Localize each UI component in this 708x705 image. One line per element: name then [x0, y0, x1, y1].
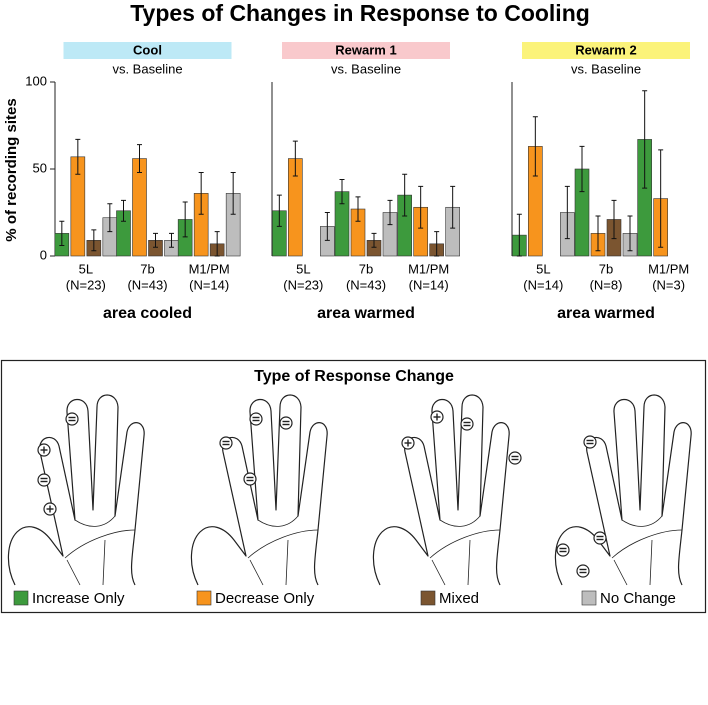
legend-swatch [420, 590, 436, 606]
sample-size: (N=3) [652, 277, 685, 292]
y-axis-label: % of recording sites [3, 98, 20, 241]
panel-banner [63, 42, 232, 59]
x-tick-label: 5L [296, 261, 310, 276]
error-bar [91, 229, 97, 252]
panel-title: Cool [133, 42, 162, 57]
sample-size: (N=14) [189, 277, 229, 292]
error-bar [355, 196, 361, 222]
error-bar [324, 212, 330, 241]
error-bar [611, 199, 617, 240]
legend-label: Decrease Only [215, 590, 315, 607]
error-bar [169, 232, 174, 248]
error-bar [107, 203, 113, 233]
x-tick-label: 7b [599, 261, 613, 276]
error-bar [564, 185, 570, 240]
x-tick-label: M1/PM [408, 261, 449, 276]
error-bar [434, 231, 440, 257]
error-bar [75, 138, 81, 175]
error-bar [387, 199, 393, 226]
sample-size: (N=14) [409, 277, 449, 292]
legend-box [0, 359, 707, 614]
error-bar [658, 149, 664, 248]
sample-size: (N=23) [283, 277, 323, 292]
x-axis-label: area warmed [317, 305, 415, 322]
panel-title: Rewarm 1 [335, 42, 396, 57]
error-bar [339, 178, 345, 205]
error-bar [153, 232, 158, 248]
error-bar [182, 201, 188, 238]
error-bar [230, 171, 236, 215]
legend-label: Mixed [439, 590, 479, 607]
panel-subtitle: vs. Baseline [331, 61, 401, 76]
sample-size: (N=8) [590, 277, 623, 292]
sample-size: (N=23) [66, 277, 106, 292]
hand-illustrations [7, 394, 692, 586]
x-axis-label: area cooled [103, 305, 192, 322]
x-tick-label: 7b [359, 261, 373, 276]
panel-subtitle: vs. Baseline [571, 61, 641, 76]
y-tick-label: 0 [40, 247, 47, 262]
x-tick-label: M1/PM [648, 261, 689, 276]
error-bar [418, 185, 424, 229]
sample-size: (N=43) [127, 277, 167, 292]
panel-title: Rewarm 2 [575, 42, 636, 57]
error-bar [402, 173, 408, 217]
error-bar [371, 232, 377, 248]
error-bar [516, 213, 522, 257]
legend-swatch [581, 590, 597, 606]
error-bar [214, 231, 220, 257]
panel-banner [282, 42, 450, 59]
x-tick-label: 5L [536, 261, 550, 276]
legend-label: No Change [600, 590, 676, 607]
error-bar [642, 90, 648, 189]
legend-swatch [13, 590, 29, 606]
legend-label: Increase Only [32, 590, 125, 607]
sample-size: (N=43) [346, 277, 386, 292]
x-axis-label: area warmed [557, 305, 655, 322]
error-bar [292, 140, 298, 177]
error-bar [121, 199, 126, 222]
error-bar [198, 171, 204, 215]
error-bar [450, 185, 456, 229]
error-bar [579, 145, 585, 193]
y-tick-label: 50 [33, 160, 47, 175]
error-bar [532, 116, 538, 177]
legend-swatch [196, 590, 212, 606]
panel-banner [522, 42, 690, 59]
legend-title: Type of Response Change [254, 368, 454, 385]
error-bar [137, 144, 142, 173]
figure-title: Types of Changes in Response to Cooling [130, 0, 590, 26]
x-tick-label: M1/PM [189, 261, 230, 276]
error-bar [59, 220, 65, 247]
x-tick-label: 5L [79, 261, 93, 276]
error-bar [276, 194, 282, 227]
panel-subtitle: vs. Baseline [112, 61, 182, 76]
error-bar [595, 215, 601, 252]
error-bar [627, 215, 633, 252]
x-tick-label: 7b [140, 261, 154, 276]
sample-size: (N=14) [523, 277, 563, 292]
y-tick-label: 100 [25, 73, 47, 88]
bar [132, 158, 147, 257]
